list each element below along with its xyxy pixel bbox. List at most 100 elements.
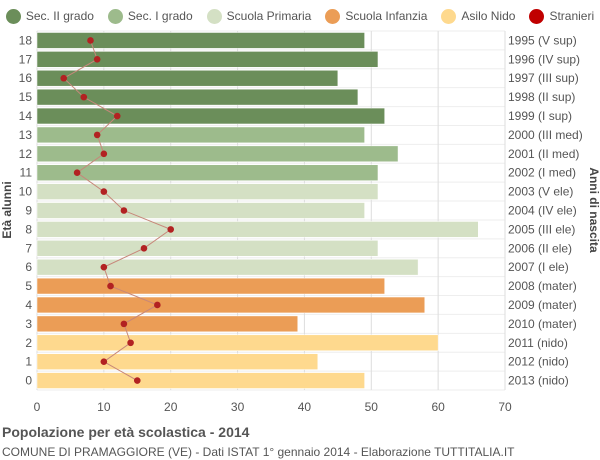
bar (36, 145, 399, 163)
bar (36, 240, 379, 257)
y-axis-label-right: Anni di nascita (587, 167, 600, 253)
stranieri-point (87, 37, 94, 44)
stranieri-point (127, 339, 134, 347)
bar (36, 183, 379, 200)
birth-year-label: 1995 (V sup) (508, 33, 577, 47)
stranieri-point (73, 169, 81, 177)
stranieri-point (80, 93, 88, 101)
age-tick-label: 11 (20, 166, 33, 180)
stranieri-point (100, 263, 108, 271)
chart-title: Popolazione per età scolastica - 2014 (2, 424, 250, 440)
bar (36, 70, 339, 87)
birth-year-label: 2003 (V ele) (508, 185, 573, 199)
legend-item: Scuola Primaria (206, 4, 312, 28)
stranieri-point (107, 282, 114, 290)
age-tick-label: 6 (25, 260, 32, 274)
bar (36, 32, 365, 49)
stranieri-point (154, 301, 161, 309)
stranieri-point (93, 56, 101, 63)
age-tick-label: 5 (25, 279, 32, 293)
birth-year-label: 2002 (I med) (508, 166, 576, 180)
stranieri-point (100, 188, 108, 195)
age-tick-label: 15 (19, 90, 33, 104)
age-tick-label: 12 (19, 147, 33, 161)
legend-item: Sec. II grado (5, 4, 94, 28)
x-tick-label: 30 (231, 400, 245, 414)
legend-swatch (529, 8, 545, 24)
bar (36, 277, 385, 295)
legend-item: Sec. I grado (107, 4, 193, 28)
x-tick-label: 50 (365, 400, 379, 414)
age-tick-label: 16 (19, 71, 33, 85)
legend-item: Stranieri (529, 4, 594, 28)
legend-swatch (325, 8, 341, 24)
birth-year-label: 2004 (IV ele) (508, 204, 577, 218)
bar (36, 296, 426, 314)
legend-swatch (206, 8, 222, 24)
stranieri-point (120, 207, 128, 214)
legend-label: Scuola Infanzia (345, 9, 428, 23)
age-tick-label: 14 (19, 109, 33, 123)
legend-swatch (441, 8, 457, 24)
legend-item: Asilo Nido (441, 4, 515, 28)
legend: Sec. II grado Sec. I grado Scuola Primaria… (0, 4, 600, 28)
birth-year-label: 1999 (I sup) (508, 109, 572, 123)
birth-year-label: 1996 (IV sup) (508, 52, 580, 66)
bar (36, 353, 319, 370)
x-tick-label: 0 (34, 400, 41, 414)
y-axis-label-left: Età alunni (0, 181, 14, 238)
bar (36, 334, 439, 351)
bar (36, 164, 379, 181)
birth-year-label: 2007 (I ele) (508, 260, 569, 274)
legend-label: Sec. I grado (127, 9, 193, 23)
bar (36, 107, 385, 125)
x-tick-label: 10 (97, 400, 111, 414)
stranieri-point (60, 74, 68, 82)
birth-year-label: 2013 (nido) (508, 374, 569, 388)
birth-year-label: 2008 (mater) (508, 279, 577, 293)
age-tick-label: 10 (19, 185, 33, 199)
x-tick-label: 20 (164, 400, 178, 414)
chart-subtitle: COMUNE DI PRAMAGGIORE (VE) - Dati ISTAT … (2, 445, 515, 459)
birth-year-label: 1997 (III sup) (508, 71, 579, 85)
legend-label: Sec. II grado (25, 9, 94, 23)
legend-label: Asilo Nido (461, 9, 516, 23)
stranieri-point (113, 112, 121, 120)
birth-year-label: 2009 (mater) (508, 298, 577, 312)
birth-year-label: 2010 (mater) (508, 317, 577, 331)
stranieri-point (93, 131, 101, 139)
age-tick-label: 8 (25, 222, 32, 236)
birth-year-label: 2011 (nido) (508, 336, 568, 350)
legend-label: Scuola Primaria (226, 9, 312, 23)
bar (36, 372, 365, 389)
age-tick-label: 3 (25, 317, 32, 331)
stranieri-point (100, 150, 108, 158)
age-tick-label: 1 (25, 355, 32, 369)
age-tick-label: 17 (19, 52, 33, 66)
bar (36, 258, 419, 276)
birth-year-label: 2000 (III med) (508, 128, 583, 142)
bar (36, 221, 479, 238)
stranieri-point (120, 320, 128, 328)
bar (36, 202, 365, 219)
legend-item: Scuola Infanzia (325, 4, 427, 28)
legend-label: Stranieri (549, 9, 595, 23)
x-tick-label: 40 (298, 400, 312, 414)
age-tick-label: 13 (19, 128, 33, 142)
age-tick-label: 2 (25, 336, 32, 350)
birth-year-label: 2006 (II ele) (508, 241, 572, 255)
x-tick-label: 70 (498, 400, 512, 414)
birth-year-label: 1998 (II sup) (508, 90, 575, 104)
age-tick-label: 4 (25, 298, 32, 312)
age-tick-label: 18 (19, 33, 33, 47)
age-tick-label: 9 (25, 204, 32, 218)
bar (36, 126, 365, 144)
stranieri-point (140, 244, 148, 252)
x-tick-label: 60 (431, 400, 445, 414)
bar (36, 51, 379, 68)
bar (36, 315, 298, 333)
bar (36, 88, 359, 106)
birth-year-label: 2001 (II med) (508, 147, 579, 161)
legend-swatch (5, 8, 21, 24)
